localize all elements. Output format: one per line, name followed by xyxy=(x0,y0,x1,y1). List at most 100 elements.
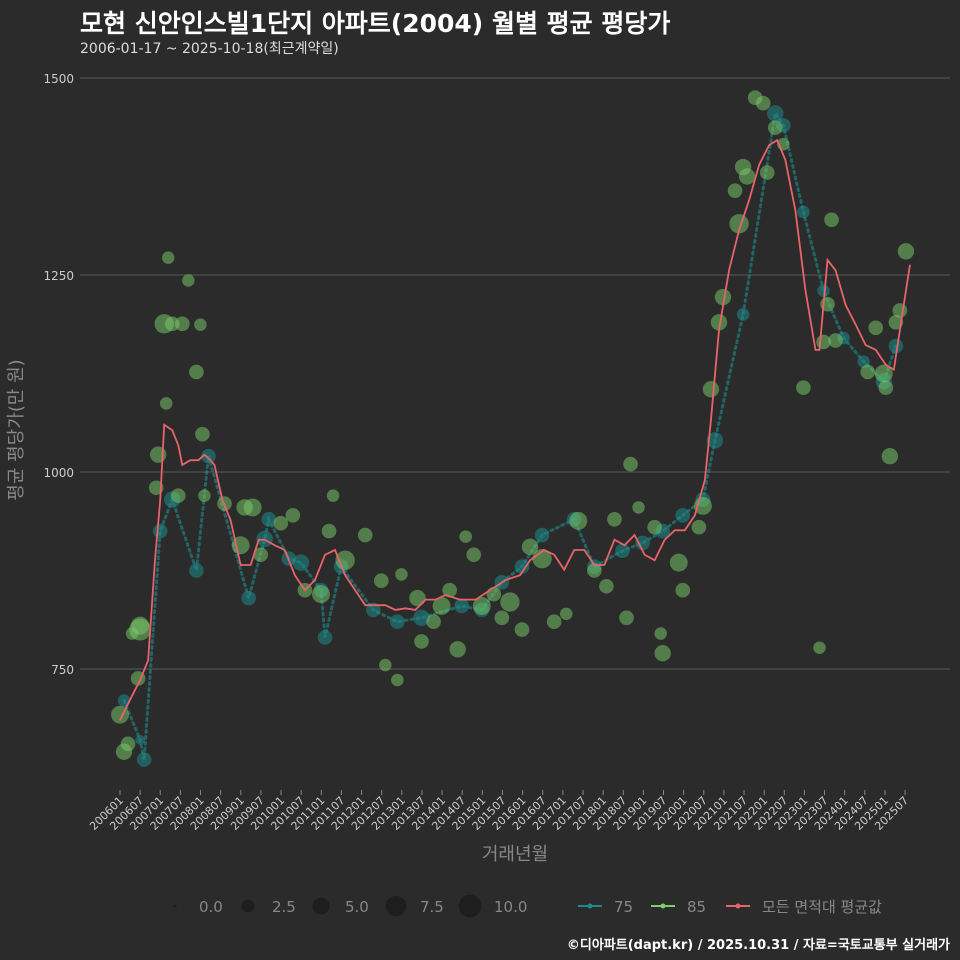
bubble-85 xyxy=(514,622,530,637)
bubble-85 xyxy=(569,511,588,530)
bubble-85 xyxy=(449,641,466,658)
color-legend-dot xyxy=(660,903,666,909)
bubble-75 xyxy=(317,630,333,645)
bubble-85 xyxy=(881,448,899,465)
bubble-85 xyxy=(120,736,136,752)
size-legend-label: 10.0 xyxy=(494,898,527,916)
size-legend-label: 2.5 xyxy=(272,898,296,916)
bubble-85 xyxy=(892,303,908,318)
bubble-85 xyxy=(691,519,707,535)
bubble-85 xyxy=(149,446,167,463)
bubble-85 xyxy=(312,585,330,604)
bubble-85 xyxy=(632,501,645,514)
color-legend-dot xyxy=(735,903,741,909)
bubble-85 xyxy=(727,183,743,198)
bubble-75 xyxy=(365,602,381,618)
bubble-85 xyxy=(391,673,404,687)
bubble-85 xyxy=(395,568,408,581)
bubble-85 xyxy=(878,380,894,395)
bubble-75 xyxy=(390,614,405,630)
bubble-85 xyxy=(587,563,602,578)
bubble-85 xyxy=(414,634,429,649)
bubble-85 xyxy=(619,610,634,626)
bubble-85 xyxy=(559,607,573,621)
x-axis: 2006012006072007012007072008012008072009… xyxy=(87,790,911,833)
y-tick-label: 750 xyxy=(51,663,74,677)
bubble-85 xyxy=(675,582,691,598)
bubble-75 xyxy=(136,752,152,767)
plot-marks xyxy=(111,90,915,767)
bubble-85 xyxy=(432,596,451,615)
bubble-75 xyxy=(454,598,470,614)
bubble-85 xyxy=(326,489,340,502)
bubble-85 xyxy=(494,610,510,626)
bubble-85 xyxy=(874,364,893,383)
bubble-75 xyxy=(135,735,146,745)
bubble-85 xyxy=(888,314,904,330)
bubble-75 xyxy=(514,559,530,574)
size-legend-circle xyxy=(458,894,482,918)
bubble-75 xyxy=(767,105,784,122)
bubble-85 xyxy=(373,573,389,589)
bubble-75 xyxy=(736,308,750,321)
y-tick-label: 1250 xyxy=(43,269,74,283)
bubble-75 xyxy=(817,284,830,298)
bubble-85 xyxy=(654,645,671,662)
footer-credit: ©디아파트(dapt.kr) / 2025.10.31 / 자료=국토교통부 실… xyxy=(566,938,950,953)
bubble-85 xyxy=(253,547,269,563)
series-75-line xyxy=(122,109,898,760)
size-legend-label: 7.5 xyxy=(420,898,444,916)
size-legend-circle xyxy=(312,897,330,915)
bubble-85 xyxy=(182,274,195,287)
bubble-85 xyxy=(174,316,190,332)
bubble-75 xyxy=(888,338,904,354)
y-tick-label: 1000 xyxy=(43,466,74,480)
bubble-75 xyxy=(261,511,277,527)
bubble-85 xyxy=(164,316,180,332)
bubble-75 xyxy=(201,448,216,464)
bubble-85 xyxy=(379,658,392,672)
average-line xyxy=(119,138,911,721)
color-legend-dot xyxy=(587,903,593,909)
bubble-85 xyxy=(623,456,638,472)
bubble-85 xyxy=(161,251,175,264)
bubble-85 xyxy=(813,641,826,654)
bubble-85 xyxy=(131,616,150,635)
bubble-85 xyxy=(442,582,457,598)
size-legend-circle xyxy=(173,904,177,908)
legend: 0.0 2.5 5.0 7.5 10.0 75 85 모든 면적대 평균값 xyxy=(173,894,882,918)
bubble-85 xyxy=(273,515,289,531)
bubble-85 xyxy=(599,578,614,594)
bubble-85 xyxy=(189,364,204,380)
bubble-75 xyxy=(292,554,310,571)
bubble-85 xyxy=(607,511,622,527)
bubble-85 xyxy=(755,95,771,111)
bubble-85 xyxy=(669,553,688,572)
bubble-85 xyxy=(710,314,728,331)
bubble-85 xyxy=(231,536,250,555)
bubble-85 xyxy=(729,214,749,234)
bubble-75 xyxy=(413,609,430,626)
bubble-85 xyxy=(170,488,186,503)
bubble-85 xyxy=(159,397,173,410)
bubble-85 xyxy=(486,586,502,602)
bubble-85 xyxy=(647,519,662,535)
bubble-75 xyxy=(241,590,256,606)
y-tick-label: 1500 xyxy=(43,72,74,86)
bubble-85 xyxy=(198,489,211,502)
grid xyxy=(80,77,950,670)
bubble-85 xyxy=(321,523,337,539)
bubble-85 xyxy=(738,168,756,185)
bubble-85 xyxy=(828,333,843,348)
bubble-85 xyxy=(459,530,472,543)
chart-title: 모현 신안인스빌1단지 아파트(2004) 월별 평균 평당가 xyxy=(80,9,671,38)
bubble-85 xyxy=(285,508,301,523)
y-axis-title: 평균 평당가(만 원) xyxy=(6,359,27,500)
bubble-85 xyxy=(500,592,520,612)
size-legend-circle xyxy=(385,895,407,917)
bubble-85 xyxy=(546,614,562,630)
bubble-85 xyxy=(521,538,539,556)
bubble-75 xyxy=(534,527,550,543)
bubble-85 xyxy=(796,380,811,395)
